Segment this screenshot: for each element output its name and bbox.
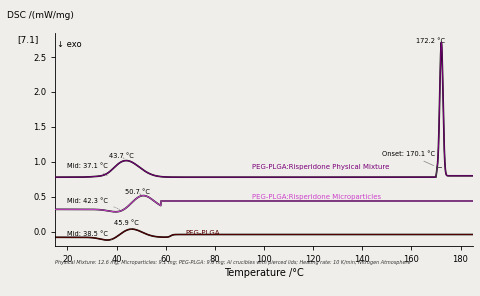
Text: PEG-PLGA:Risperidone Physical Mixture: PEG-PLGA:Risperidone Physical Mixture [252,164,389,170]
X-axis label: Temperature /°C: Temperature /°C [224,268,304,278]
Text: ↓ exo: ↓ exo [57,40,82,49]
Text: Onset: 170.1 °C: Onset: 170.1 °C [382,151,435,165]
Text: 45.9 °C: 45.9 °C [114,220,139,229]
Text: 43.7 °C: 43.7 °C [109,153,134,159]
Text: Mid: 37.1 °C: Mid: 37.1 °C [68,163,108,176]
Text: [7.1]: [7.1] [18,35,39,44]
Text: DSC /(mW/mg): DSC /(mW/mg) [7,11,74,20]
Text: Physical Mixture: 12.6 mg; Microparticles: 9.1 mg; PEG-PLGA: 9.6 mg; Al crucible: Physical Mixture: 12.6 mg; Microparticle… [55,260,411,265]
Text: 172.2 °C: 172.2 °C [416,38,445,48]
Text: PEG-PLGA:Risperidone Microparticles: PEG-PLGA:Risperidone Microparticles [252,194,381,200]
Text: Mid: 42.3 °C: Mid: 42.3 °C [68,198,120,210]
Text: Mid: 38.5 °C: Mid: 38.5 °C [68,231,113,239]
Text: PEG-PLGA: PEG-PLGA [185,231,220,237]
Text: 50.7 °C: 50.7 °C [125,189,150,195]
